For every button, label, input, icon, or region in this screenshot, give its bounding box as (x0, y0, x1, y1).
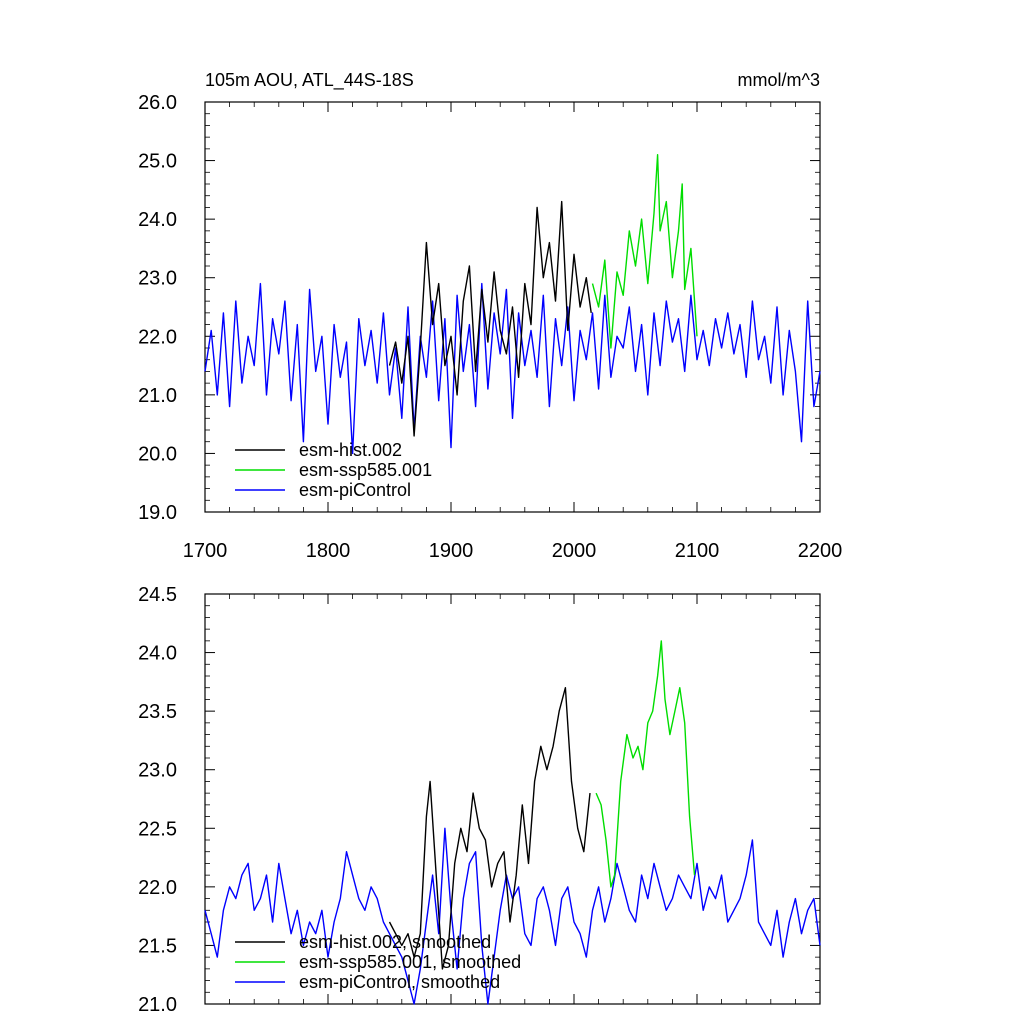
x-tick-label: 2100 (675, 540, 720, 562)
x-tick-label: 1900 (429, 540, 474, 562)
y-tick-label: 22.0 (138, 877, 177, 899)
x-tick-label: 2200 (798, 540, 843, 562)
y-tick-label: 24.5 (138, 584, 177, 606)
legend-label: esm-ssp585.001, smoothed (299, 952, 521, 972)
legend-label: esm-piControl (299, 480, 411, 500)
y-tick-label: 22.0 (138, 326, 177, 348)
y-tick-label: 23.0 (138, 760, 177, 782)
series-line-1 (591, 154, 698, 349)
series-line-2 (204, 827, 821, 1005)
y-tick-label: 21.0 (138, 385, 177, 407)
top-ticks: 1700 1800 1900 2000 2100 2200 19.0 20.0 21.0 22.0… (138, 92, 842, 562)
y-tick-label: 24.0 (138, 209, 177, 231)
y-tick-label: 25.0 (138, 151, 177, 173)
series-line-0 (388, 687, 591, 970)
series-line-2 (204, 282, 821, 455)
y-tick-label: 22.5 (138, 818, 177, 840)
y-tick-label: 26.0 (138, 92, 177, 114)
bottom-ticks: 21.0 21.5 22.0 22.5 23.0 23.5 24.0 24.5 (138, 584, 821, 1016)
legend-label: esm-ssp585.001 (299, 460, 432, 480)
legend-label: esm-piControl, smoothed (299, 972, 500, 992)
bottom-panel: 21.0 21.5 22.0 22.5 23.0 23.5 24.0 24.5 esm-his… (138, 584, 821, 1016)
y-tick-label: 20.0 (138, 443, 177, 465)
legend-label: esm-hist.002, smoothed (299, 932, 491, 952)
y-tick-label: 24.0 (138, 643, 177, 665)
y-tick-label: 21.0 (138, 994, 177, 1016)
y-tick-label: 23.0 (138, 268, 177, 290)
top-plot-frame (204, 101, 821, 513)
top-chart-title: 105m AOU, ATL_44S-18S (205, 70, 414, 91)
x-tick-label: 2000 (552, 540, 597, 562)
legend-label: esm-hist.002 (299, 440, 402, 460)
bottom-plot-frame (204, 593, 821, 1005)
y-tick-label: 23.5 (138, 701, 177, 723)
series-line-1 (595, 640, 696, 888)
bottom-series (204, 640, 821, 1005)
y-tick-label: 19.0 (138, 502, 177, 524)
series-line-0 (388, 200, 592, 437)
top-panel: 105m AOU, ATL_44S-18S mmol/m^3 1700 1800 1… (138, 70, 842, 562)
y-tick-label: 21.5 (138, 935, 177, 957)
x-tick-label: 1700 (183, 540, 228, 562)
x-tick-label: 1800 (306, 540, 351, 562)
top-series (204, 154, 821, 455)
top-chart-units: mmol/m^3 (738, 70, 820, 90)
